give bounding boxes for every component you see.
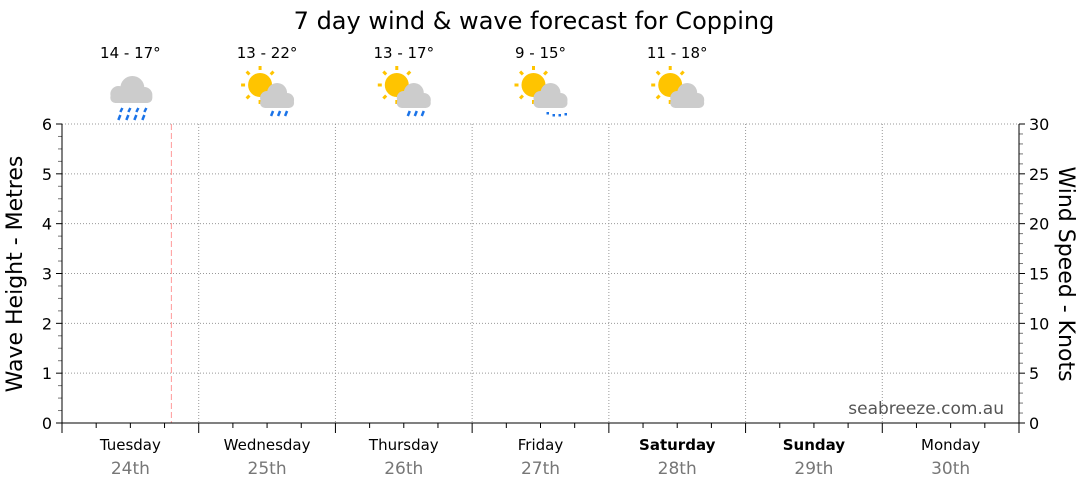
cloud-shape xyxy=(396,98,431,108)
drizzle-drop xyxy=(564,113,567,116)
day-name: Monday xyxy=(921,436,980,454)
day-name: Wednesday xyxy=(224,436,311,454)
sun-ray xyxy=(406,70,412,76)
sun-ray xyxy=(655,94,661,100)
sun-ray xyxy=(269,70,275,76)
y2-tick-label: 20 xyxy=(1029,215,1049,234)
sun-ray xyxy=(382,94,388,100)
y-tick-label: 4 xyxy=(42,215,52,234)
day-name: Tuesday xyxy=(99,436,161,454)
y2-tick-label: 10 xyxy=(1029,314,1049,333)
y-axis-label: Wave Height - Metres xyxy=(3,156,28,393)
y2-tick-label: 25 xyxy=(1029,165,1049,184)
rain-drop xyxy=(269,110,275,117)
sun-cloud-drizzle-icon xyxy=(514,66,568,117)
y-tick-label: 0 xyxy=(42,414,52,433)
rain-drop xyxy=(117,114,122,121)
day-name: Thursday xyxy=(368,436,439,454)
y-tick-label: 1 xyxy=(42,364,52,383)
day-date: 28th xyxy=(658,459,697,479)
temperature-range: 9 - 15° xyxy=(515,44,566,62)
rain-drop xyxy=(141,114,146,121)
cloud-shape xyxy=(670,98,705,108)
sun-cloud-icon xyxy=(651,66,705,108)
rain-drop xyxy=(135,107,140,113)
sun-ray xyxy=(245,94,251,100)
day-name: Saturday xyxy=(639,436,716,454)
sun-ray xyxy=(382,70,388,76)
rain-drop xyxy=(413,110,418,117)
day-date: 30th xyxy=(931,459,970,479)
cloud-shape xyxy=(533,98,568,108)
rain-drop xyxy=(420,110,425,117)
y2-tick-label: 0 xyxy=(1029,414,1039,433)
temperature-range: 13 - 17° xyxy=(373,44,434,62)
sun-ray xyxy=(679,70,685,76)
sun-ray xyxy=(543,70,548,76)
sun-shape xyxy=(521,73,546,97)
cloud-shape xyxy=(110,92,153,103)
cloud-shape xyxy=(260,98,295,108)
y-tick-label: 5 xyxy=(42,165,52,184)
drizzle-drop xyxy=(558,114,561,117)
rain-cloud-icon xyxy=(110,76,153,121)
temperature-range: 14 - 17° xyxy=(100,44,161,62)
drizzle-drop xyxy=(552,114,555,117)
rain-drop xyxy=(133,114,138,121)
sun-ray xyxy=(519,70,524,76)
sun-cloud-rain-icon xyxy=(241,66,295,117)
day-name: Sunday xyxy=(783,436,846,454)
y2-tick-label: 30 xyxy=(1029,115,1049,134)
day-date: 29th xyxy=(794,459,833,479)
day-date: 25th xyxy=(248,459,287,479)
sun-shape xyxy=(384,73,409,97)
rain-drop xyxy=(127,107,132,113)
rain-drop xyxy=(143,107,148,113)
drizzle-drop xyxy=(546,112,549,115)
rain-drop xyxy=(276,110,282,117)
rain-drop xyxy=(406,110,411,117)
y2-axis-label: Wind Speed - Knots xyxy=(1053,166,1078,381)
y-tick-label: 3 xyxy=(42,265,52,284)
y-tick-label: 6 xyxy=(42,115,52,134)
rain-drop xyxy=(125,114,130,121)
rain-drop xyxy=(119,107,124,113)
rain-drop xyxy=(283,110,289,117)
sun-shape xyxy=(248,73,273,97)
temperature-range: 13 - 22° xyxy=(237,44,298,62)
day-date: 26th xyxy=(384,459,423,479)
day-name: Friday xyxy=(518,436,564,454)
sun-ray xyxy=(655,70,661,76)
day-date: 24th xyxy=(111,459,150,479)
sun-cloud-rain-icon xyxy=(377,66,431,117)
day-date: 27th xyxy=(521,459,560,479)
y2-tick-label: 15 xyxy=(1029,265,1049,284)
sun-ray xyxy=(519,94,524,100)
sun-shape xyxy=(658,73,683,97)
y2-tick-label: 5 xyxy=(1029,364,1039,383)
sun-ray xyxy=(245,70,251,76)
temperature-range: 11 - 18° xyxy=(647,44,708,62)
chart-title: 7 day wind & wave forecast for Copping xyxy=(294,7,775,35)
y-tick-label: 2 xyxy=(42,314,52,333)
watermark: seabreeze.com.au xyxy=(848,399,1004,419)
